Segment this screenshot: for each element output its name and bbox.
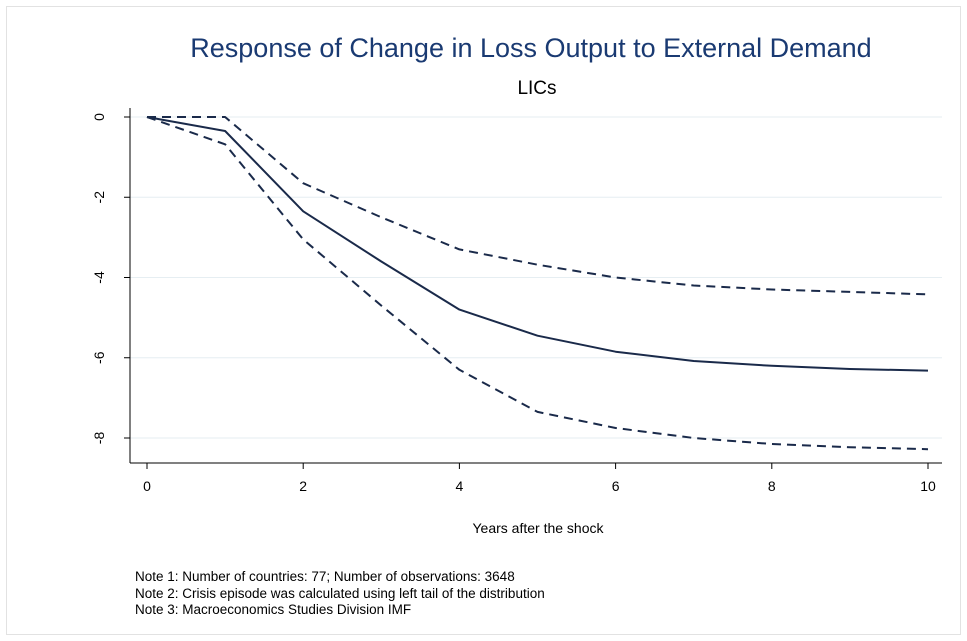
chart-title: Response of Change in Loss Output to Ext… — [190, 33, 871, 63]
series-line-2-dashed — [146, 116, 929, 451]
x-tick-label-4: 8 — [768, 478, 776, 494]
y-tick-label-0: 0 — [91, 113, 107, 121]
x-axis-title: Years after the shock — [472, 520, 604, 536]
chart-frame — [6, 6, 961, 635]
series-line-0-solid — [146, 116, 929, 372]
x-tick-label-2: 4 — [456, 478, 464, 494]
axes: 0 -2 -4 -6 -8 0 2 4 6 8 10 — [91, 108, 942, 494]
y-tick-label-3: -6 — [91, 351, 107, 364]
x-tick-label-1: 2 — [299, 478, 307, 494]
x-tick-label-5: 10 — [920, 478, 936, 494]
gridlines — [130, 116, 942, 439]
x-tick-label-0: 0 — [143, 478, 151, 494]
chart-subtitle: LICs — [517, 78, 556, 99]
notes: Note 1: Number of countries: 77; Number … — [135, 569, 545, 617]
series-lines — [146, 116, 929, 451]
note-1: Note 1: Number of countries: 77; Number … — [135, 569, 515, 584]
y-tick-label-1: -2 — [91, 191, 107, 204]
y-tick-label-2: -4 — [91, 271, 107, 284]
note-3: Note 3: Macroeconomics Studies Division … — [135, 602, 411, 617]
note-2: Note 2: Crisis episode was calculated us… — [135, 586, 545, 601]
x-tick-label-3: 6 — [612, 478, 620, 494]
y-tick-label-4: -8 — [91, 432, 107, 445]
series-line-1-dashed — [147, 116, 929, 296]
